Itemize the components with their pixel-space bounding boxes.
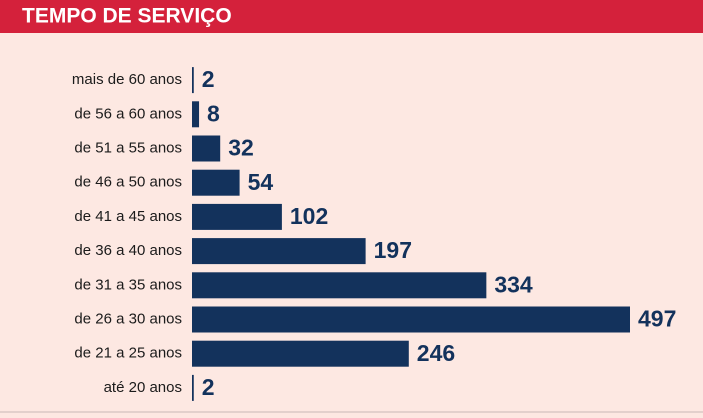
value-label: 102 — [290, 203, 328, 229]
bar — [192, 238, 366, 265]
category-label: de 26 a 30 anos — [74, 310, 182, 327]
bar — [192, 169, 240, 196]
category-label: de 41 a 45 anos — [74, 208, 182, 225]
value-label: 8 — [207, 100, 220, 126]
bar — [192, 101, 200, 128]
value-label: 197 — [374, 237, 412, 263]
category-label: de 56 a 60 anos — [74, 105, 182, 122]
bar — [192, 306, 630, 333]
category-label: mais de 60 anos — [72, 71, 182, 88]
value-label: 497 — [638, 306, 676, 332]
category-label: de 46 a 50 anos — [74, 174, 182, 191]
category-label: de 31 a 35 anos — [74, 276, 182, 293]
value-label: 2 — [202, 66, 215, 92]
category-label: de 51 a 55 anos — [74, 139, 182, 156]
bar — [192, 340, 409, 367]
bar — [192, 67, 194, 94]
header-band — [0, 0, 703, 33]
value-label: 32 — [228, 135, 254, 161]
value-label: 246 — [417, 340, 455, 366]
bar — [192, 374, 194, 401]
value-label: 334 — [494, 271, 533, 297]
category-label: de 36 a 40 anos — [74, 242, 182, 259]
bar — [192, 135, 221, 162]
chart-title: TEMPO DE SERVIÇO — [22, 5, 232, 28]
category-label: de 21 a 25 anos — [74, 345, 182, 362]
bar — [192, 203, 282, 230]
bar — [192, 272, 487, 299]
value-label: 2 — [202, 374, 215, 400]
category-label: até 20 anos — [104, 379, 182, 396]
value-label: 54 — [248, 169, 274, 195]
